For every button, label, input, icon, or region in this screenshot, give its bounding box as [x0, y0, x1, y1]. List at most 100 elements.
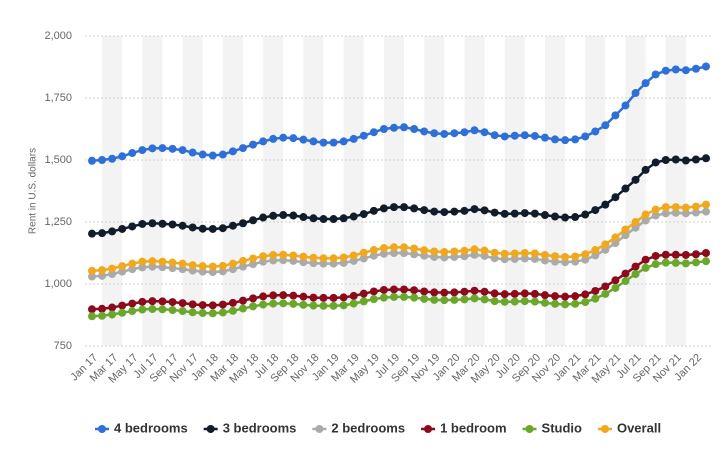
band: [383, 36, 404, 346]
legend-item: Overall: [597, 420, 661, 435]
data-point: [269, 250, 278, 259]
data-point: [681, 250, 690, 259]
data-point: [540, 211, 549, 220]
data-point: [349, 291, 358, 300]
data-point: [551, 299, 560, 308]
data-point: [520, 297, 529, 306]
data-point: [702, 257, 710, 266]
data-point: [510, 209, 519, 218]
data-point: [309, 137, 318, 146]
data-point: [118, 224, 127, 233]
data-point: [118, 308, 127, 317]
data-point: [198, 309, 207, 318]
data-point: [108, 310, 117, 319]
legend-label: Overall: [617, 420, 661, 435]
data-point: [702, 62, 710, 71]
data-point: [510, 131, 519, 140]
band: [102, 36, 123, 346]
data-point: [420, 287, 429, 296]
data-point: [379, 285, 388, 294]
data-point: [460, 128, 469, 137]
data-point: [269, 134, 278, 143]
data-point: [400, 203, 409, 212]
data-point: [369, 295, 378, 304]
data-point: [500, 209, 509, 218]
data-point: [138, 257, 147, 266]
data-point: [108, 154, 117, 163]
data-point: [228, 298, 237, 307]
data-point: [621, 184, 630, 193]
data-point: [520, 131, 529, 140]
data-point: [490, 297, 499, 306]
data-point: [510, 289, 519, 298]
data-point: [369, 206, 378, 215]
data-point: [702, 154, 710, 163]
data-point: [289, 251, 298, 260]
data-point: [420, 294, 429, 303]
data-point: [329, 301, 338, 310]
data-point: [269, 299, 278, 308]
data-point: [389, 243, 398, 252]
data-point: [148, 219, 157, 228]
data-point: [359, 297, 368, 306]
data-point: [128, 259, 137, 268]
data-point: [671, 258, 680, 267]
data-point: [480, 287, 489, 296]
data-point: [138, 263, 147, 272]
data-point: [118, 301, 127, 310]
data-point: [601, 240, 610, 249]
data-point: [309, 253, 318, 262]
data-point: [671, 203, 680, 212]
data-point: [238, 256, 247, 265]
data-point: [651, 260, 660, 269]
data-point: [218, 300, 227, 309]
data-point: [238, 304, 247, 313]
data-point: [138, 305, 147, 314]
data-point: [259, 137, 268, 146]
data-point: [158, 144, 167, 153]
y-axis-title: Rent in U.S. dollars: [28, 148, 39, 234]
data-point: [88, 229, 96, 238]
data-point: [561, 252, 570, 261]
data-point: [299, 135, 308, 144]
data-point: [470, 205, 479, 214]
data-point: [269, 291, 278, 300]
data-point: [691, 250, 700, 259]
data-point: [450, 288, 459, 297]
data-point: [410, 244, 419, 253]
data-point: [551, 292, 560, 301]
data-point: [168, 298, 177, 307]
data-point: [108, 227, 117, 236]
data-point: [309, 301, 318, 310]
data-point: [309, 214, 318, 223]
data-point: [329, 215, 338, 224]
legend-item: Studio: [522, 420, 582, 435]
data-point: [651, 251, 660, 260]
data-point: [400, 249, 409, 257]
data-point: [551, 135, 560, 144]
data-point: [470, 286, 479, 295]
data-point: [591, 286, 600, 295]
data-point: [259, 292, 268, 301]
data-point: [661, 156, 670, 164]
data-point: [369, 251, 378, 260]
data-point: [702, 207, 710, 216]
data-point: [178, 307, 187, 316]
data-point: [450, 129, 459, 138]
data-point: [208, 301, 217, 310]
data-point: [158, 219, 167, 228]
band: [625, 36, 646, 346]
data-point: [289, 211, 298, 220]
data-point: [661, 209, 670, 218]
data-point: [601, 200, 610, 209]
data-point: [460, 295, 469, 304]
data-point: [289, 299, 298, 308]
data-point: [631, 223, 640, 232]
data-point: [641, 79, 650, 88]
data-point: [631, 175, 640, 184]
data-point: [128, 222, 137, 231]
data-point: [490, 208, 499, 217]
data-point: [410, 204, 419, 213]
data-point: [611, 239, 620, 248]
data-point: [530, 289, 539, 298]
